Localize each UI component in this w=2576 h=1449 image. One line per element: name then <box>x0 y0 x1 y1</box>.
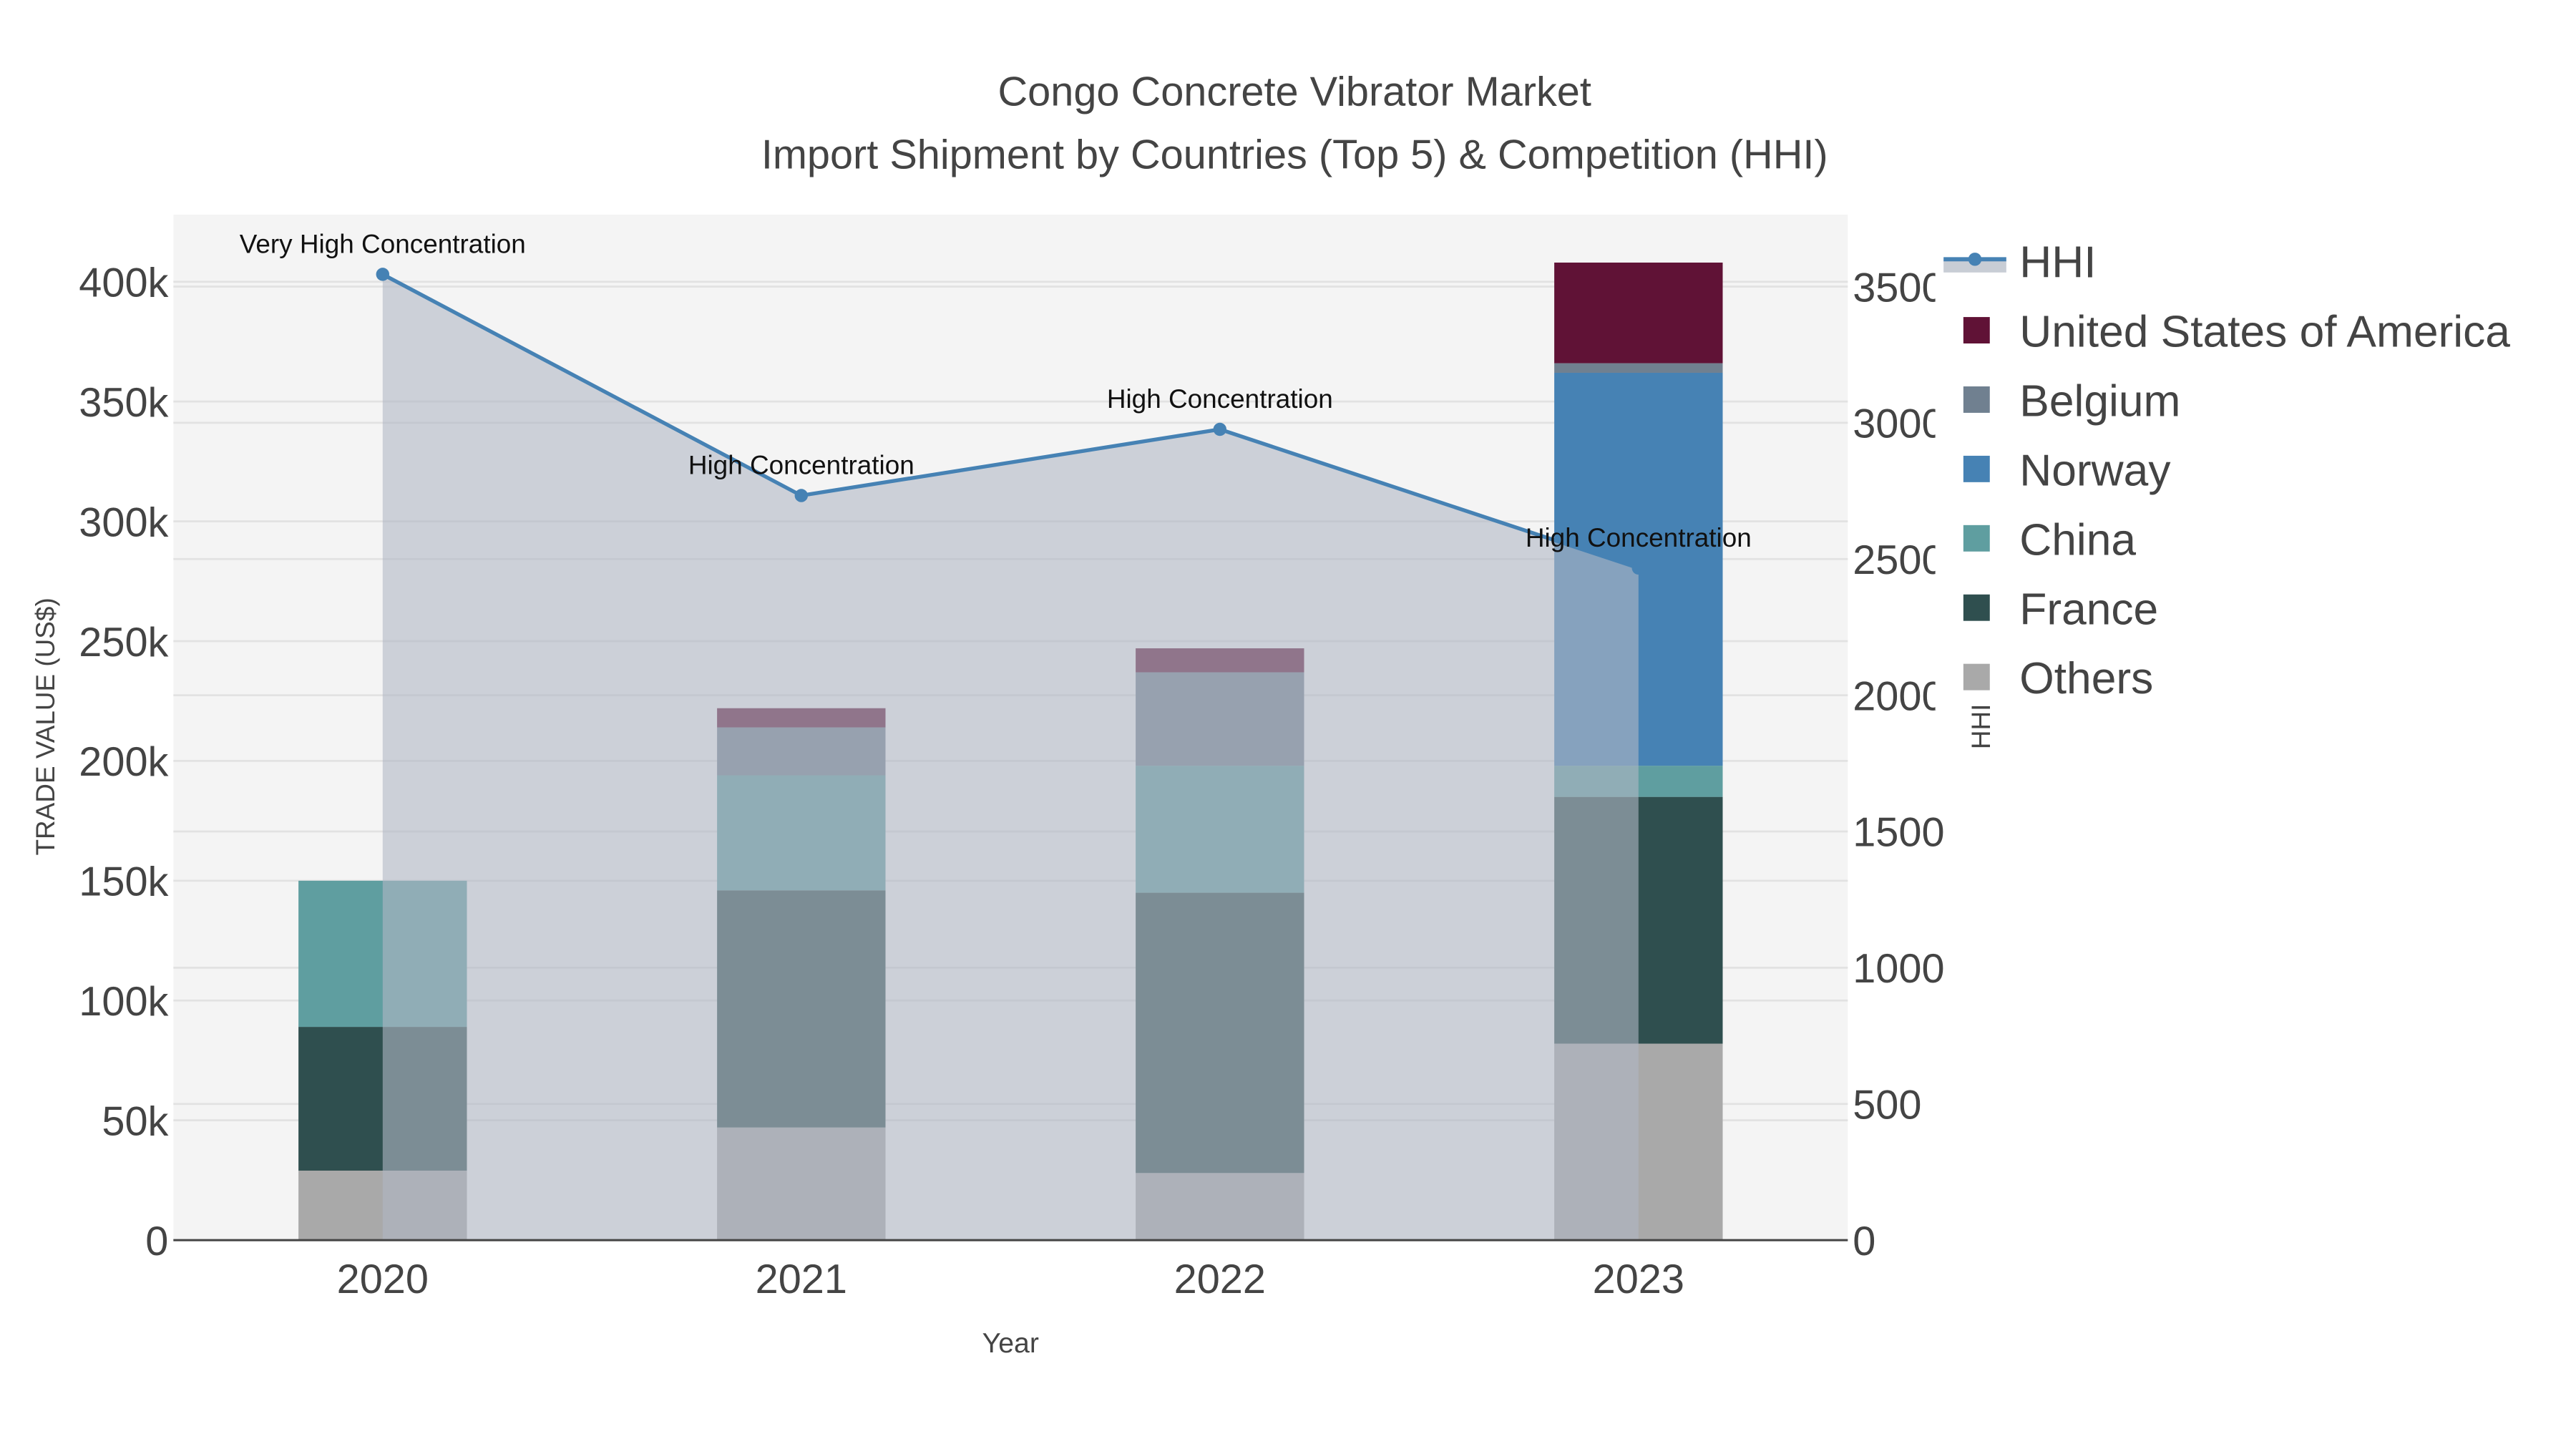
hhi-annotation-2022: High Concentration <box>1107 384 1333 414</box>
y-tick-label: 50k <box>102 1098 168 1144</box>
bar-united-states-of-america-2023 <box>1554 262 1723 364</box>
y2-axis-ticks: 0 500 1000 1500 2000 2500 3000 3500 <box>1853 265 1944 1264</box>
legend-item-united-states-of-america: United States of America <box>1963 308 2510 357</box>
legend-hhi-marker <box>1968 253 1982 266</box>
legend-label: United States of America <box>2019 308 2510 357</box>
y-tick-label: 250k <box>79 620 168 665</box>
x-tick-label: 2023 <box>1593 1257 1684 1302</box>
y-tick-label: 400k <box>79 260 168 306</box>
y-tick-label: 350k <box>79 380 168 426</box>
y2-tick-label: 3000 <box>1853 401 1944 447</box>
legend-item-belgium: Belgium <box>1963 377 2180 426</box>
y-tick-label: 200k <box>79 739 168 785</box>
legend-background <box>1935 231 2576 711</box>
hhi-point-2022 <box>1213 422 1227 436</box>
x-axis-ticks: 2020 2021 2022 2023 <box>337 1257 1684 1302</box>
y2-tick-label: 1500 <box>1853 810 1944 856</box>
y2-tick-label: 2500 <box>1853 537 1944 583</box>
y-tick-label: 150k <box>79 859 168 905</box>
y-tick-label: 300k <box>79 499 168 545</box>
legend-label: France <box>2019 585 2158 634</box>
bar-belgium-2023 <box>1554 363 1723 373</box>
hhi-area <box>382 274 1639 1241</box>
y2-tick-label: 500 <box>1853 1082 1921 1128</box>
y2-tick-label: 0 <box>1853 1219 1875 1264</box>
x-axis-label: Year <box>982 1327 1039 1359</box>
legend-swatch <box>1963 455 1990 482</box>
legend-swatch <box>1963 525 1990 552</box>
legend-item-norway: Norway <box>1963 446 2171 495</box>
y-tick-label: 100k <box>79 979 168 1025</box>
x-tick-label: 2022 <box>1174 1257 1266 1302</box>
chart-subtitle: Import Shipment by Countries (Top 5) & C… <box>761 132 1828 177</box>
legend-hhi-area-swatch <box>1943 260 2006 273</box>
legend-item-hhi: HHI <box>1943 238 2097 288</box>
legend-item-others: Others <box>1963 654 2153 703</box>
legend-swatch <box>1963 317 1990 343</box>
legend-item-france: France <box>1963 585 2158 634</box>
y-axis-ticks: 0 50k 100k 150k 200k 250k 300k 350k 400k <box>79 260 168 1264</box>
y-axis-label: TRADE VALUE (US$) <box>31 597 60 855</box>
y2-tick-label: 3500 <box>1853 265 1944 311</box>
hhi-point-2020 <box>376 268 390 281</box>
legend-label: Norway <box>2019 446 2171 495</box>
legend-swatch <box>1963 386 1990 413</box>
legend-item-china: China <box>1963 515 2136 565</box>
legend-label: HHI <box>2019 238 2096 288</box>
hhi-annotation-2020: Very High Concentration <box>240 229 526 258</box>
legend: HHI United States of America Belgium Norway… <box>1935 231 2576 711</box>
x-tick-label: 2021 <box>756 1257 847 1302</box>
legend-label: Belgium <box>2019 377 2180 426</box>
legend-label: Others <box>2019 654 2153 703</box>
hhi-series: Very High Concentration High Concentratio… <box>240 229 1752 1241</box>
hhi-point-2023 <box>1631 561 1646 575</box>
x-tick-label: 2020 <box>337 1257 429 1302</box>
legend-swatch <box>1963 594 1990 621</box>
hhi-line <box>381 273 1639 570</box>
y2-tick-label: 1000 <box>1853 946 1944 992</box>
chart-title: Congo Concrete Vibrator Market <box>998 69 1591 115</box>
hhi-annotation-2023: High Concentration <box>1526 523 1752 552</box>
hhi-annotation-2021: High Concentration <box>688 451 914 480</box>
y-tick-label: 0 <box>145 1219 168 1264</box>
legend-label: China <box>2019 515 2136 565</box>
y2-axis-label: HHI <box>1966 704 1996 750</box>
legend-swatch <box>1963 663 1990 691</box>
hhi-point-2021 <box>794 489 809 502</box>
y2-tick-label: 2000 <box>1853 673 1944 719</box>
